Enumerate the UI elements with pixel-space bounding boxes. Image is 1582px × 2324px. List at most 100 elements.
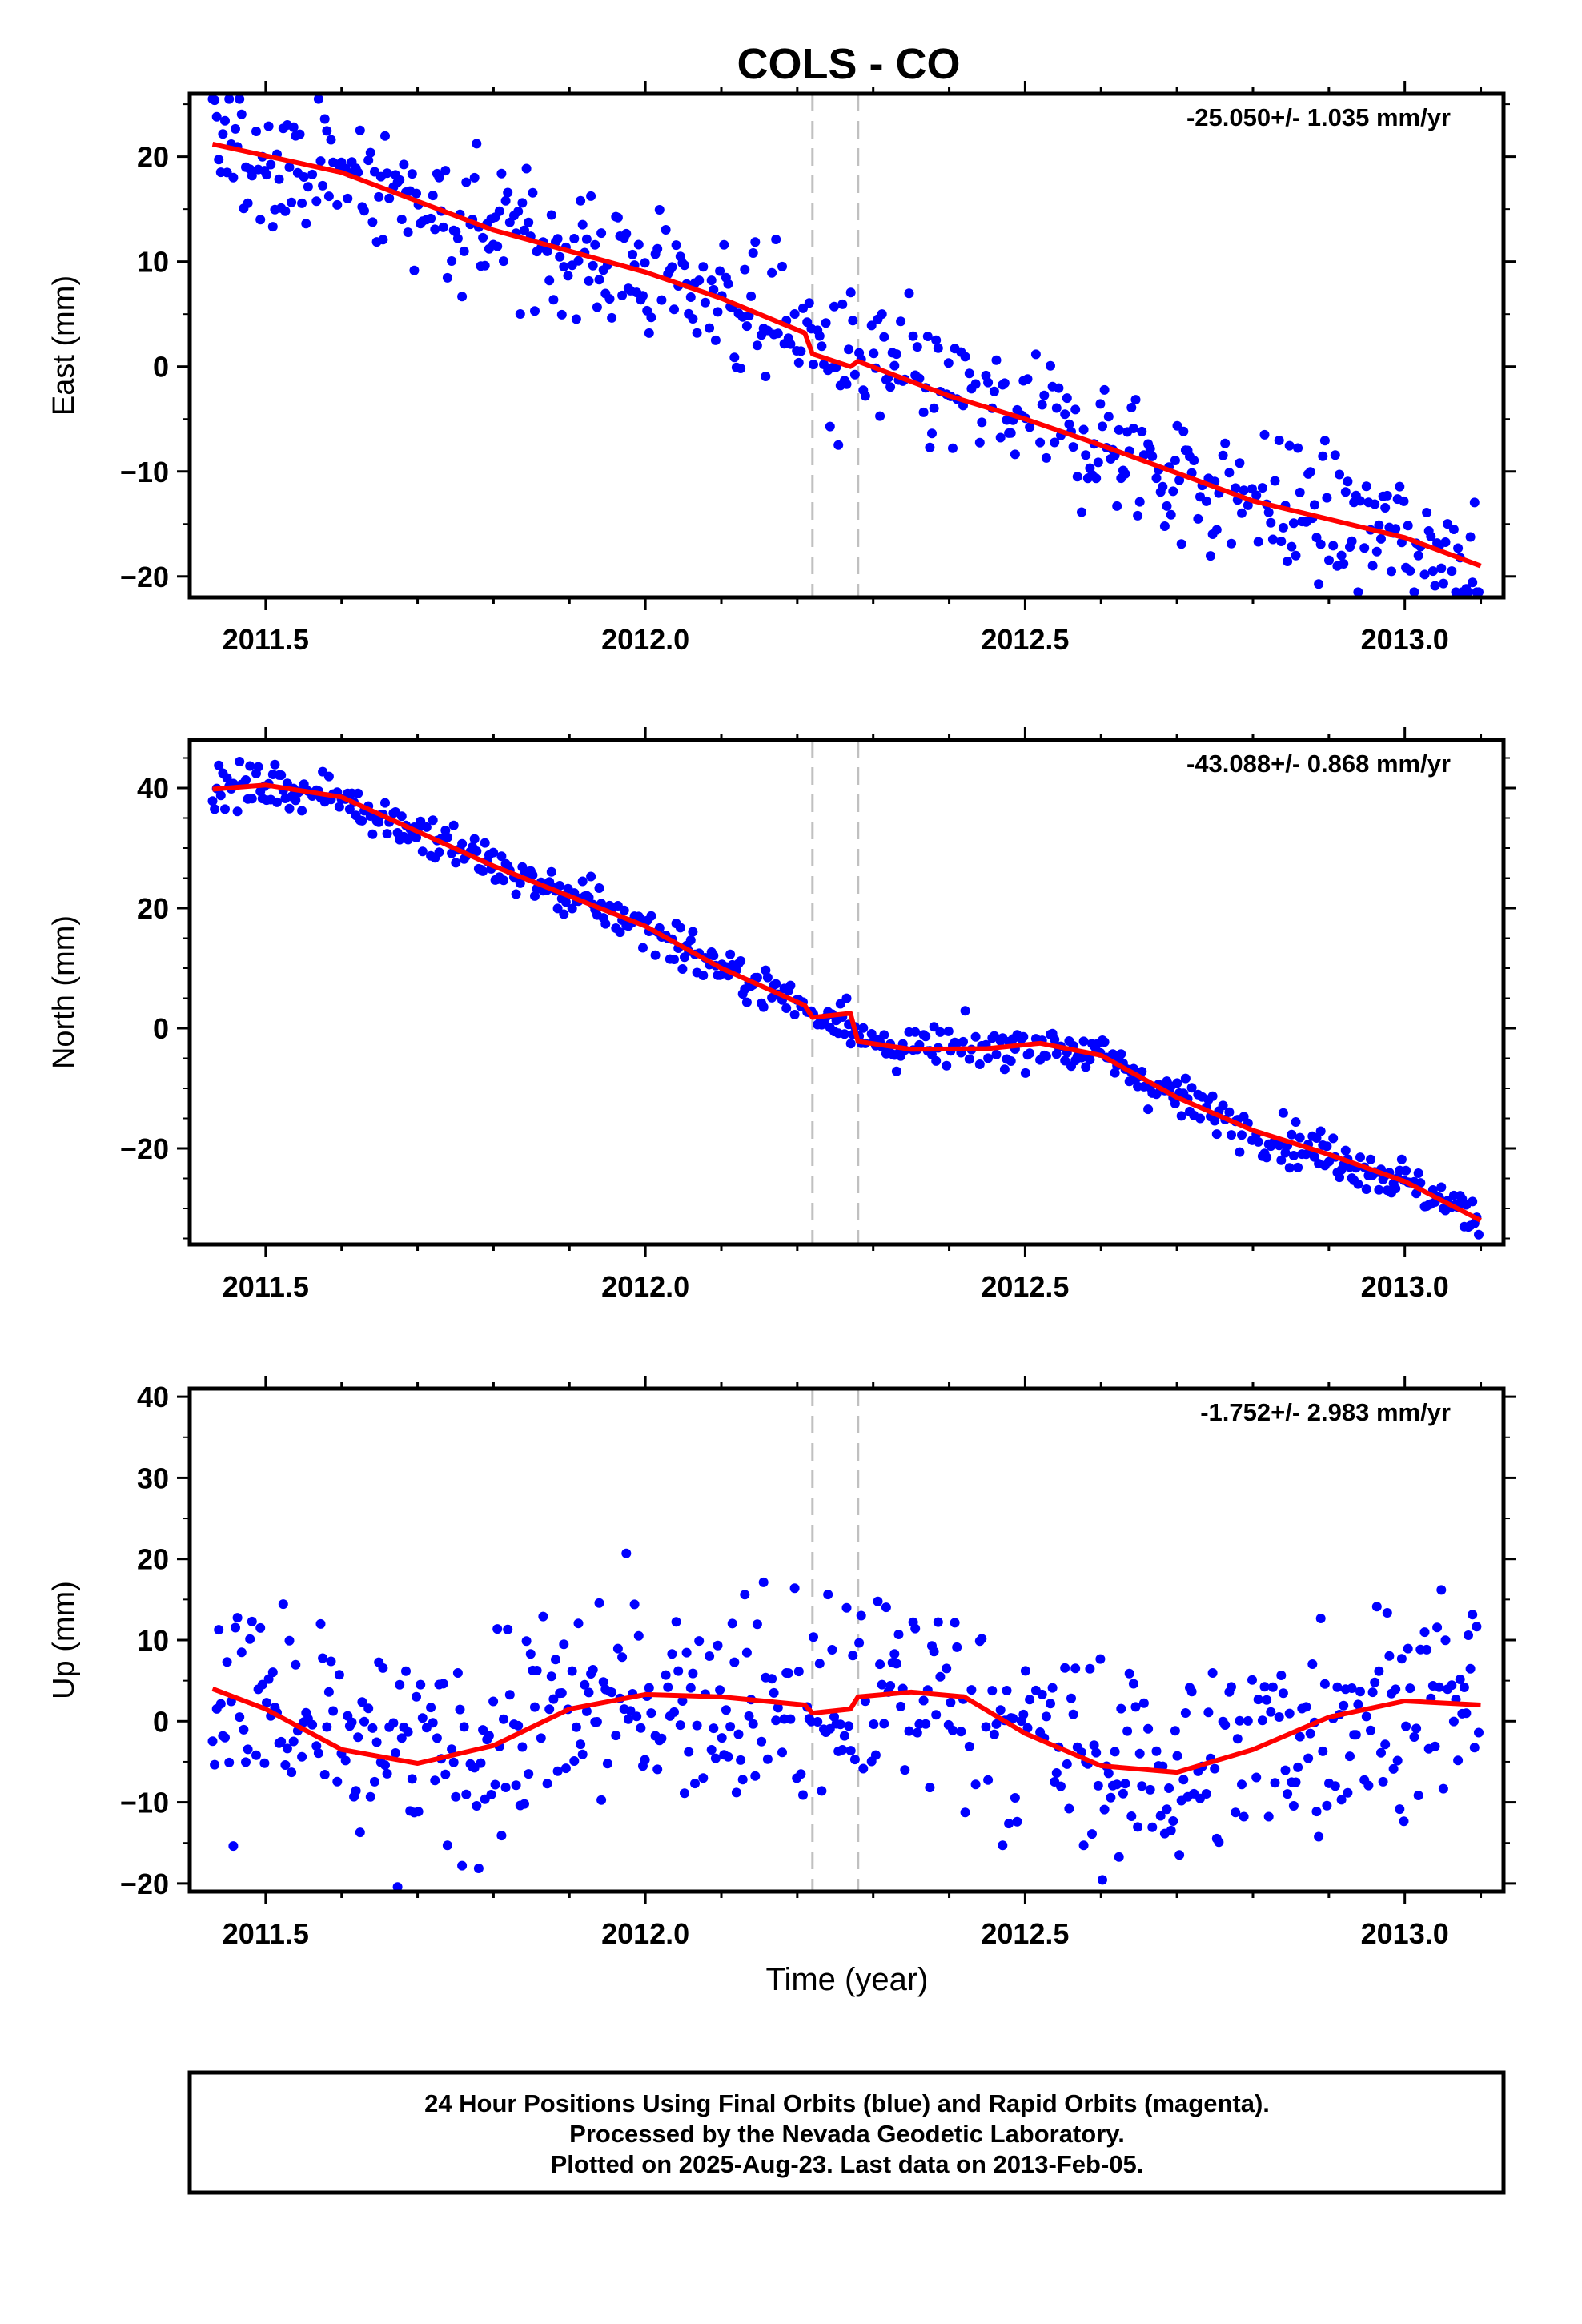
up-data-point xyxy=(1447,1680,1457,1691)
up-data-point xyxy=(1422,1644,1432,1655)
north-data-point xyxy=(1235,1147,1245,1157)
east-data-point xyxy=(1050,437,1060,448)
up-data-point xyxy=(1066,1693,1076,1703)
up-data-point xyxy=(715,1685,725,1695)
east-data-point xyxy=(528,187,538,198)
up-data-point xyxy=(488,1696,499,1707)
east-data-point xyxy=(1328,541,1339,551)
north-data-point xyxy=(1218,1100,1228,1111)
east-data-point xyxy=(1220,438,1231,448)
north-data-point xyxy=(1081,1062,1091,1072)
up-data-point xyxy=(428,1718,438,1728)
up-data-point xyxy=(569,1756,580,1766)
up-data-point xyxy=(210,1759,220,1770)
east-data-point xyxy=(748,248,758,258)
east-data-point xyxy=(1170,456,1180,465)
north-data-point xyxy=(1227,1130,1236,1140)
up-data-point xyxy=(869,1719,879,1729)
up-data-point xyxy=(363,1703,374,1714)
east-data-point xyxy=(231,123,240,134)
east-data-point xyxy=(1239,485,1249,496)
up-data-point xyxy=(671,1617,681,1627)
y-tick-label: 40 xyxy=(137,772,169,805)
up-data-point xyxy=(1259,1682,1270,1692)
up-data-point xyxy=(1413,1791,1423,1800)
east-data-point xyxy=(428,191,438,201)
up-data-point xyxy=(798,1790,808,1800)
east-data-point xyxy=(1218,450,1228,460)
east-data-point xyxy=(1403,521,1413,531)
up-data-point xyxy=(392,1882,403,1892)
up-data-point xyxy=(1235,1715,1245,1726)
north-data-point xyxy=(669,955,679,964)
up-data-point xyxy=(1070,1663,1081,1674)
east-data-point xyxy=(713,307,723,317)
east-data-point xyxy=(796,346,806,356)
east-data-point xyxy=(1263,507,1274,517)
east-data-point xyxy=(315,156,326,167)
east-data-point xyxy=(989,386,999,396)
north-data-point xyxy=(421,822,432,832)
north-data-point xyxy=(1195,1113,1205,1124)
up-data-point xyxy=(1010,1793,1020,1803)
up-data-point xyxy=(1174,1850,1185,1860)
up-data-point xyxy=(334,1670,344,1680)
east-data-point xyxy=(442,272,452,283)
up-data-point xyxy=(680,1788,689,1799)
x-tick-label: 2012.0 xyxy=(601,1917,689,1950)
up-data-point xyxy=(367,1723,378,1733)
up-data-point xyxy=(1378,1776,1388,1787)
up-data-point xyxy=(548,1694,559,1704)
north-data-point xyxy=(457,838,468,849)
up-data-point xyxy=(621,1548,632,1558)
north-data-point xyxy=(247,794,257,804)
east-data-point xyxy=(1340,487,1351,497)
east-data-point xyxy=(1266,517,1276,528)
east-data-point xyxy=(403,227,413,238)
up-data-point xyxy=(1474,1727,1484,1738)
north-data-point xyxy=(1025,1048,1035,1059)
y-tick-label: −10 xyxy=(120,456,169,489)
east-data-point xyxy=(546,210,556,220)
up-data-point xyxy=(1363,1780,1374,1791)
east-data-point xyxy=(1374,520,1384,530)
east-data-point xyxy=(1324,555,1334,565)
east-data-point xyxy=(912,342,922,352)
up-data-point xyxy=(1091,1747,1102,1758)
north-data-point xyxy=(771,979,781,989)
up-data-point xyxy=(538,1611,548,1622)
east-data-point xyxy=(594,275,604,285)
east-data-point xyxy=(1068,442,1078,452)
east-data-point xyxy=(1464,587,1473,597)
up-data-point xyxy=(476,1758,486,1768)
north-data-point xyxy=(741,997,752,1007)
east-data-point xyxy=(829,301,839,312)
east-data-point xyxy=(1162,501,1172,511)
east-data-point xyxy=(789,309,800,319)
up-data-point xyxy=(1301,1702,1311,1712)
east-data-point xyxy=(698,262,709,272)
up-data-point xyxy=(492,1624,503,1634)
north-data-point xyxy=(451,858,461,868)
east-data-point xyxy=(970,379,981,389)
up-data-point xyxy=(315,1618,326,1629)
north-y-axis-label: North (mm) xyxy=(47,915,81,1069)
up-data-point xyxy=(1087,1829,1097,1839)
up-data-point xyxy=(382,1768,392,1779)
up-data-point xyxy=(875,1659,885,1670)
up-data-point xyxy=(646,1708,656,1719)
up-data-point xyxy=(879,1719,889,1729)
north-data-point xyxy=(638,943,648,953)
up-data-point xyxy=(1361,1711,1371,1722)
up-data-point xyxy=(504,1690,515,1700)
up-data-point xyxy=(417,1713,428,1723)
north-data-point xyxy=(1366,1154,1375,1164)
north-data-point xyxy=(991,1049,1002,1059)
east-data-point xyxy=(1060,409,1070,420)
up-data-point xyxy=(1166,1825,1176,1835)
east-data-point xyxy=(284,162,295,172)
up-data-point xyxy=(1232,1734,1243,1744)
north-data-point xyxy=(1284,1163,1295,1173)
up-data-point xyxy=(706,1745,717,1755)
east-data-point xyxy=(833,440,844,450)
